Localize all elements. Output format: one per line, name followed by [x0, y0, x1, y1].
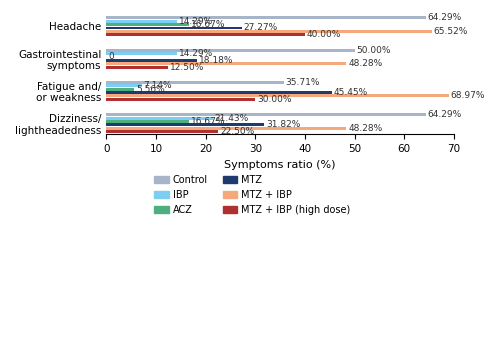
Bar — [106, 117, 212, 120]
Text: 7.14%: 7.14% — [144, 81, 172, 90]
Bar — [106, 49, 354, 51]
Text: 45.45%: 45.45% — [334, 88, 368, 97]
Text: 0: 0 — [108, 53, 114, 61]
Bar — [106, 81, 284, 84]
Text: 40.00%: 40.00% — [307, 30, 342, 39]
Bar — [106, 91, 332, 94]
Bar — [106, 94, 449, 98]
Text: 16.67%: 16.67% — [191, 117, 226, 126]
Bar — [106, 120, 189, 123]
Text: 48.28%: 48.28% — [348, 124, 382, 133]
Text: 48.28%: 48.28% — [348, 59, 382, 68]
Text: 27.27%: 27.27% — [244, 24, 278, 32]
Text: 12.50%: 12.50% — [170, 62, 204, 72]
Bar — [106, 127, 346, 130]
Bar — [106, 88, 134, 91]
Bar — [106, 130, 218, 133]
Legend: Control, IBP, ACZ, MTZ, MTZ + IBP, MTZ + IBP (high dose): Control, IBP, ACZ, MTZ, MTZ + IBP, MTZ +… — [154, 175, 350, 215]
Bar — [106, 59, 196, 62]
Bar — [106, 123, 264, 126]
Bar — [106, 113, 426, 116]
Text: 30.00%: 30.00% — [258, 95, 292, 104]
Bar — [106, 20, 177, 23]
Text: 22.50%: 22.50% — [220, 127, 254, 136]
Text: 18.18%: 18.18% — [198, 56, 233, 65]
Text: 65.52%: 65.52% — [434, 27, 468, 36]
Bar — [106, 84, 142, 87]
Bar — [106, 52, 177, 55]
Text: 14.29%: 14.29% — [179, 17, 214, 26]
X-axis label: Symptoms ratio (%): Symptoms ratio (%) — [224, 160, 336, 170]
Text: 21.43%: 21.43% — [214, 114, 249, 122]
Bar — [106, 30, 432, 33]
Bar — [106, 27, 242, 29]
Bar — [106, 33, 305, 36]
Text: 5.56%: 5.56% — [136, 85, 164, 94]
Text: 16.67%: 16.67% — [191, 20, 226, 29]
Bar — [106, 98, 256, 101]
Bar — [106, 16, 426, 19]
Text: 68.97%: 68.97% — [451, 91, 486, 101]
Text: 35.71%: 35.71% — [286, 78, 320, 87]
Bar — [106, 62, 346, 65]
Bar — [106, 65, 168, 69]
Text: 64.29%: 64.29% — [428, 13, 462, 22]
Text: 31.82%: 31.82% — [266, 120, 300, 129]
Text: 64.29%: 64.29% — [428, 110, 462, 119]
Bar — [106, 23, 189, 26]
Text: 50.00%: 50.00% — [356, 46, 391, 55]
Text: 14.29%: 14.29% — [179, 49, 214, 58]
